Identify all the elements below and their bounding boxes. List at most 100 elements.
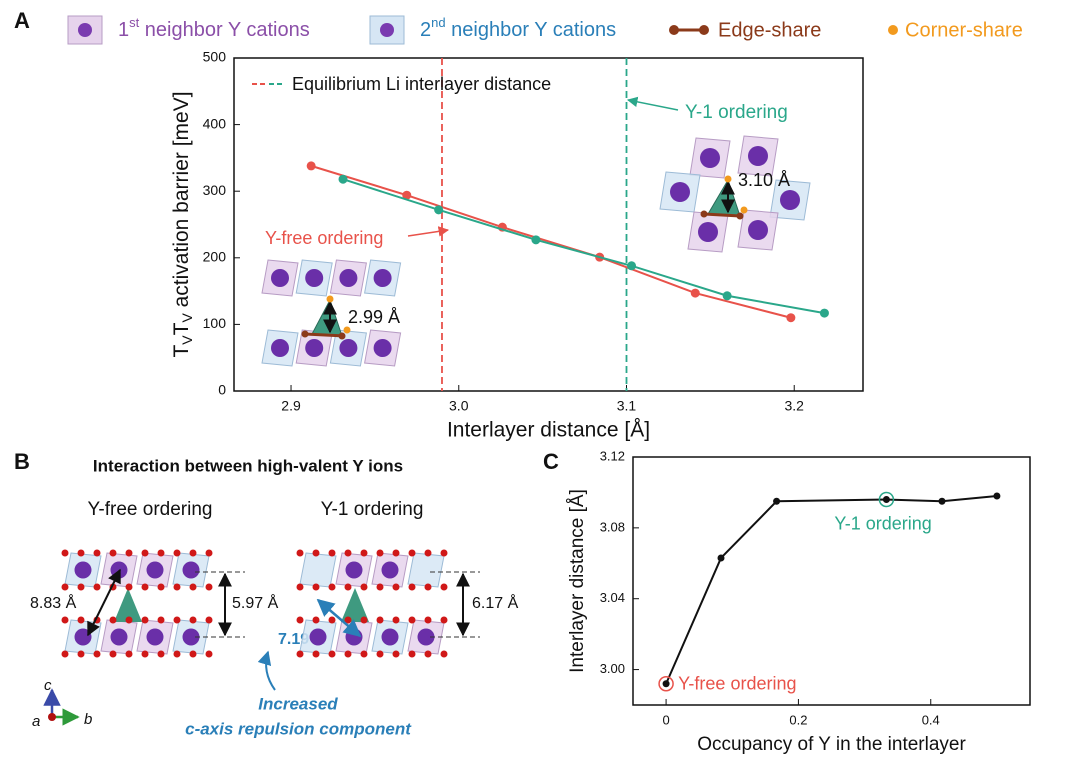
atom [74,628,92,646]
x-tick-label: 0.2 [789,712,807,727]
oxygen [93,549,101,557]
atom [780,190,800,210]
oxygen [344,549,352,557]
oxygen [61,650,69,658]
oxygen [141,583,149,591]
distance-arrow [316,598,362,638]
oxygen [109,549,117,557]
annotation-arrow [407,226,450,237]
highlight-ring [658,675,674,692]
oxygen [424,650,432,658]
y-tick-label: 200 [203,249,227,265]
oxygen [360,583,368,591]
site [700,210,708,218]
oxygen [360,616,368,624]
oxygen [173,549,181,557]
oxygen [205,616,213,624]
atom [748,220,768,240]
data-point [402,190,412,200]
oxygen [189,549,197,557]
atom [305,339,324,357]
oxygen [376,650,384,658]
x-tick-label: 0 [662,712,669,727]
oxygen [392,616,400,624]
site [301,330,309,338]
octahedron [407,552,445,588]
axis-label: c [44,677,52,694]
oxygen [424,583,432,591]
atom [339,269,358,287]
oxygen [408,549,416,557]
oxygen [61,616,69,624]
data-point [717,554,725,562]
site [740,206,748,214]
atom [670,182,690,202]
oxygen [93,650,101,658]
oxygen [312,650,320,658]
x-tick-label: 3.0 [449,398,469,414]
oxygen [157,549,165,557]
edge [304,332,346,338]
panel-label: C [543,449,559,474]
oxygen [360,650,368,658]
atom [345,561,363,579]
oxygen [125,583,133,591]
oxygen [424,549,432,557]
y-tick-label: 500 [203,49,227,65]
data-point [531,235,541,245]
oxygen [125,549,133,557]
data-point [786,313,796,323]
oxygen [205,650,213,658]
legend-label: Equilibrium Li interlayer distance [292,74,551,94]
oxygen [408,583,416,591]
oxygen [157,616,165,624]
edge [703,212,741,218]
distance-arrow [87,568,121,637]
oxygen [125,616,133,624]
annotation: 3.10 Å [738,170,790,190]
oxygen [408,616,416,624]
x-tick-label: 2.9 [281,398,301,414]
oxygen [376,616,384,624]
atom [748,146,768,166]
y-tick-label: 100 [203,315,227,331]
oxygen [125,650,133,658]
series-line [342,178,825,315]
data-point [938,497,946,505]
oxygen [328,583,336,591]
oxygen [205,583,213,591]
oxygen [61,583,69,591]
site [338,332,346,340]
oxygen [296,549,304,557]
series-line [665,494,998,685]
atom [110,628,128,646]
series-line [310,164,792,319]
panel-title: Interaction between high-valent Y ions [93,456,403,475]
atom [700,148,720,168]
oxygen [109,616,117,624]
x-axis-label: Interlayer distance [Å] [447,419,650,442]
tetrahedron [707,178,741,217]
y-axis-label-part: T [170,345,193,358]
panel-label: B [14,449,30,474]
oxygen [344,583,352,591]
y-axis-label: Interlayer distance [Å] [567,489,588,673]
atom [698,222,718,242]
data-point [993,492,1001,500]
legend-label: Edge-share [718,19,821,41]
annotation: 2.99 Å [348,307,400,327]
y-tick-label: 3.12 [600,448,625,463]
y-tick-label: 3.00 [600,661,625,676]
note: Increased [258,694,338,713]
atom [182,561,200,579]
legend-icon [78,23,92,37]
atom [271,339,289,357]
atom [305,269,324,287]
legend-icon [669,25,679,35]
atom [309,628,327,646]
oxygen [440,650,448,658]
oxygen [189,650,197,658]
oxygen [109,650,117,658]
x-tick-label: 3.2 [784,398,804,414]
